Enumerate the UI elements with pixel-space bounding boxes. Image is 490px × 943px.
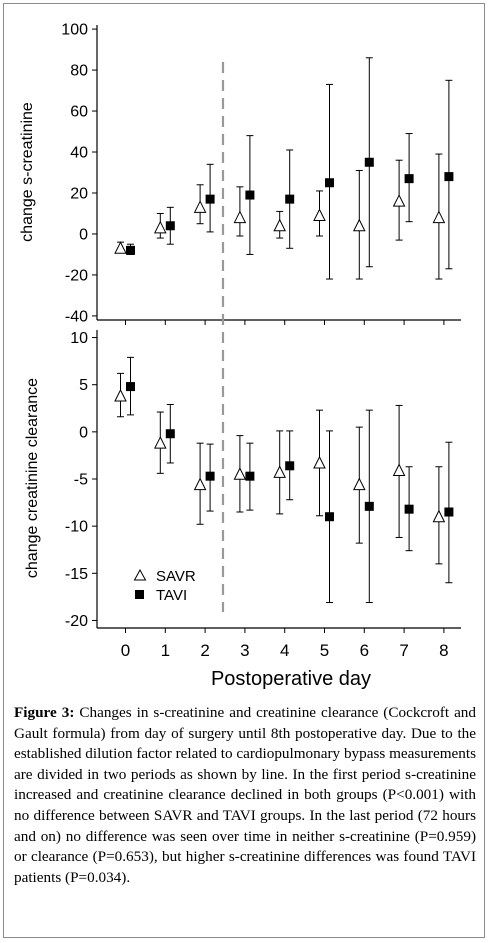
top-tavi-point — [325, 178, 334, 188]
x-tick-label: 2 — [200, 641, 209, 660]
top-tavi-point — [205, 194, 215, 204]
bottom-y-axis-label: change creatinine clearance — [24, 378, 41, 578]
bottom-savr-point — [273, 465, 287, 478]
top-y-tick-label: 80 — [70, 63, 88, 80]
bottom-tavi-point — [205, 471, 215, 481]
bottom-savr-point — [153, 436, 167, 449]
bottom-tavi-point — [325, 512, 334, 522]
x-tick-label: 0 — [121, 641, 130, 660]
figure-caption: Figure 3: Changes in s-creatinine and cr… — [14, 703, 476, 888]
x-tick-label: 6 — [360, 641, 369, 660]
top-y-tick-label: 100 — [61, 22, 88, 39]
top-y-tick-label: 40 — [70, 145, 88, 162]
top-tavi-point — [245, 190, 255, 200]
legend-tavi-label: TAVI — [156, 587, 187, 604]
x-tick-label: 5 — [320, 641, 329, 660]
bottom-y-tick-label: -15 — [65, 566, 88, 583]
top-y-tick-label: -20 — [65, 267, 88, 284]
bottom-tavi-point — [126, 382, 135, 392]
bottom-tavi-point — [444, 507, 454, 517]
top-y-tick-label: 0 — [79, 226, 88, 243]
legend: SAVR TAVI — [133, 568, 196, 604]
top-tavi-point — [404, 174, 414, 184]
bottom-tavi-point — [245, 471, 255, 481]
bottom-savr-point — [114, 388, 127, 402]
bottom-y-tick-label: 10 — [70, 330, 88, 347]
bottom-savr-point — [392, 463, 406, 477]
top-y-tick-label: -40 — [65, 308, 88, 325]
top-tavi-point — [285, 194, 295, 204]
bottom-savr-point — [352, 477, 366, 491]
top-savr-point — [273, 218, 287, 232]
top-savr-point — [114, 241, 127, 254]
legend-savr-marker — [133, 568, 147, 581]
bottom-tavi-point — [404, 504, 414, 514]
x-tick-label: 1 — [161, 641, 170, 660]
figure-caption-text: Changes in s-creatinine and creatinine c… — [14, 704, 476, 886]
legend-tavi-marker — [135, 590, 144, 599]
top-savr-point — [352, 218, 366, 232]
bottom-y-tick-label: -20 — [65, 613, 88, 630]
top-tavi-point — [364, 157, 374, 167]
top-y-tick-label: 20 — [70, 185, 88, 202]
top-savr-point — [432, 210, 446, 224]
top-savr-point — [153, 220, 167, 234]
bottom-savr-point — [193, 477, 207, 491]
top-savr-point — [193, 200, 207, 213]
top-savr-point — [392, 194, 406, 207]
top-savr-point — [233, 210, 247, 224]
bottom-tavi-point — [364, 501, 374, 511]
bottom-savr-point — [313, 455, 326, 469]
top-y-tick-label: 60 — [70, 104, 88, 121]
bottom-tavi-point — [285, 461, 295, 471]
x-tick-label: 4 — [280, 641, 289, 660]
top-tavi-point — [126, 245, 135, 255]
top-tavi-point — [165, 221, 175, 231]
bottom-y-tick-label: 5 — [79, 377, 88, 394]
figure-chart: change s-creatinine change creatinine cl… — [19, 22, 461, 690]
top-savr-point — [313, 208, 326, 222]
x-tick-label: 7 — [399, 641, 408, 660]
x-tick-label: 3 — [240, 641, 249, 660]
top-y-axis-label: change s-creatinine — [19, 102, 36, 242]
legend-savr-label: SAVR — [156, 568, 196, 585]
top-tavi-point — [444, 172, 454, 182]
bottom-y-tick-label: -5 — [74, 472, 88, 489]
x-tick-label: 8 — [439, 641, 448, 660]
figure-caption-label: Figure 3: — [14, 704, 75, 721]
bottom-y-tick-label: 0 — [79, 424, 88, 441]
bottom-tavi-point — [165, 429, 175, 439]
bottom-y-tick-label: -10 — [65, 519, 88, 536]
x-axis-label: Postoperative day — [211, 668, 371, 690]
bottom-savr-point — [233, 467, 247, 480]
bottom-savr-point — [432, 509, 446, 523]
